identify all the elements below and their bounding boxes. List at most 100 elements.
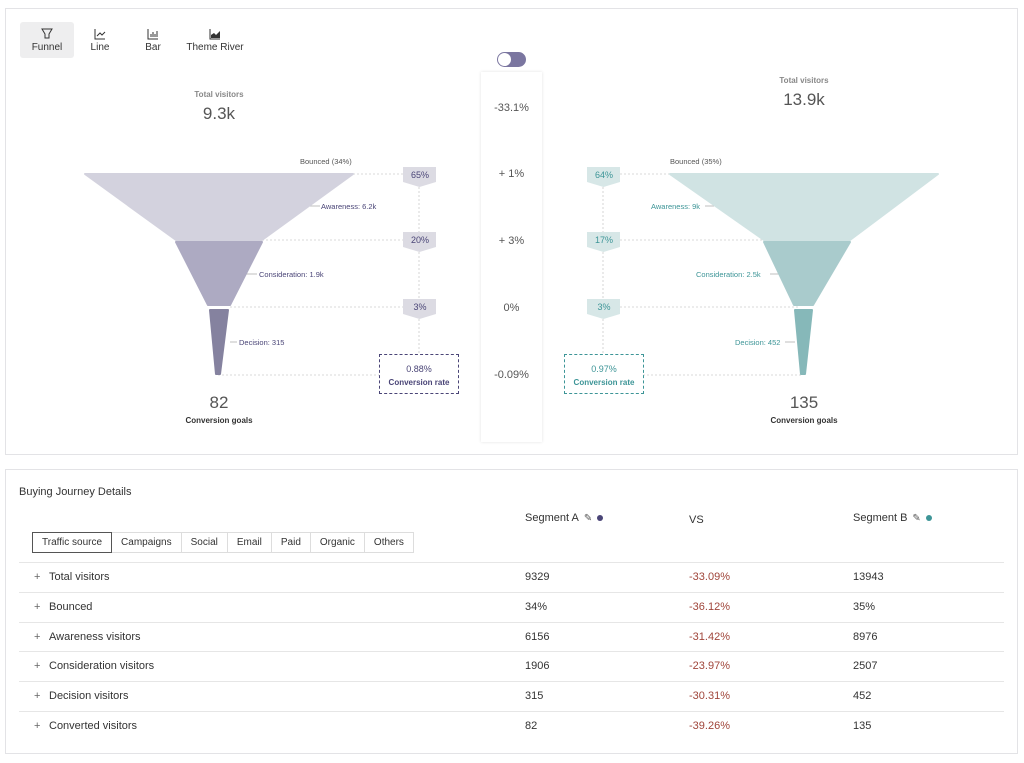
tab-theme-river[interactable]: Theme River [184, 22, 246, 58]
row-label: Converted visitors [49, 720, 138, 732]
conversion-rate-box: 0.88% Conversion rate [379, 354, 459, 394]
filter-campaigns[interactable]: Campaigns [112, 532, 182, 553]
table-row[interactable]: + Total visitors 9329 -33.09% 13943 [19, 562, 1004, 592]
funnel-graphics [84, 167, 939, 376]
row-label: Awareness visitors [49, 630, 141, 643]
funnel-b-decision [794, 309, 813, 375]
conversion-rate-box: 0.97% Conversion rate [564, 354, 644, 394]
drop-badge: 17% [594, 235, 613, 245]
segment-a-value: 315 [525, 690, 544, 703]
tab-bar[interactable]: Bar [126, 22, 180, 58]
drop-badge: 20% [410, 235, 429, 245]
toggle-knob [498, 53, 511, 66]
stage-label: Decision: 315 [239, 338, 285, 347]
comparison-value: + 3% [498, 235, 525, 247]
row-label: Decision visitors [49, 690, 129, 703]
conversion-goals-value: 82 [209, 393, 229, 412]
segment-a-header: Segment A ✎ [525, 512, 604, 524]
conversion-rate-label: Conversion rate [573, 378, 635, 387]
tab-label: Funnel [31, 42, 63, 53]
bounced-label: Bounced (35%) [670, 157, 722, 166]
expand-icon[interactable]: + [34, 630, 41, 643]
stage-label: Awareness: 9k [651, 202, 701, 211]
filter-others[interactable]: Others [364, 532, 414, 553]
line-chart-icon [94, 29, 106, 40]
funnel-a-consideration [175, 241, 263, 306]
vs-header: VS [689, 514, 704, 526]
segment-b-value: 452 [853, 690, 872, 703]
total-visitors-value: 13.9k [783, 90, 825, 109]
edit-icon[interactable]: ✎ [912, 512, 921, 524]
segment-a-value: 9329 [525, 571, 550, 583]
filter-traffic-source[interactable]: Traffic source [32, 532, 113, 553]
segment-b-value: 35% [853, 600, 876, 613]
segment-a-value: 34% [525, 600, 548, 613]
tab-label: Theme River [186, 42, 244, 53]
table-row[interactable]: + Converted visitors 82 -39.26% 135 [19, 711, 1004, 741]
funnel-a-decision [209, 309, 229, 375]
bounced-label: Bounced (34%) [300, 157, 352, 166]
tab-funnel[interactable]: Funnel [20, 22, 74, 58]
table-row[interactable]: + Consideration visitors 1906 -23.97% 25… [19, 651, 1004, 681]
conversion-goals-value: 135 [789, 393, 819, 412]
bar-chart-icon [147, 29, 158, 40]
expand-icon[interactable]: + [34, 660, 41, 673]
stage-label: Decision: 452 [735, 338, 781, 347]
segment-b-header: Segment B ✎ [853, 512, 932, 524]
vs-value: -31.42% [689, 630, 730, 643]
drop-badge: 65% [410, 170, 429, 180]
expand-icon[interactable]: + [34, 690, 41, 703]
vs-value: -36.12% [689, 600, 730, 613]
segment-b-value: 2507 [853, 660, 878, 673]
conversion-goals-label: Conversion goals [185, 416, 253, 425]
filter-paid[interactable]: Paid [271, 532, 311, 553]
segment-b-value: 13943 [853, 571, 884, 583]
comparison-value: 0% [503, 302, 520, 314]
table-row[interactable]: + Awareness visitors 6156 -31.42% 8976 [19, 621, 1004, 652]
total-visitors-value: 9.3k [202, 104, 236, 123]
expand-icon[interactable]: + [34, 720, 41, 732]
total-visitors-label: Total visitors [779, 76, 829, 85]
row-label: Bounced [49, 600, 93, 613]
compare-toggle[interactable] [497, 52, 526, 67]
vs-value: -23.97% [689, 660, 730, 673]
conversion-rate-value: 0.97% [591, 364, 617, 374]
vs-value: -39.26% [689, 720, 730, 732]
comparison-value: -0.09% [494, 369, 529, 381]
segment-a-label: Segment A [525, 512, 579, 524]
segment-a-value: 6156 [525, 630, 550, 643]
tab-line[interactable]: Line [73, 22, 127, 58]
tab-label: Line [90, 42, 110, 53]
row-label: Consideration visitors [49, 660, 155, 673]
buying-journey-card [5, 469, 1018, 754]
filter-email[interactable]: Email [227, 532, 272, 553]
funnel-a-awareness [84, 173, 354, 241]
stage-label: Awareness: 6.2k [321, 202, 377, 211]
segment-a-value: 1906 [525, 660, 550, 673]
drop-badge: 3% [413, 302, 427, 312]
funnel-icon [41, 28, 53, 39]
area-chart-icon [209, 29, 220, 40]
comparison-value: + 1% [498, 168, 525, 180]
expand-icon[interactable]: + [34, 600, 41, 613]
vs-value: -30.31% [689, 690, 730, 703]
filter-social[interactable]: Social [181, 532, 228, 553]
segment-b-label: Segment B [853, 512, 908, 524]
table-row[interactable]: + Decision visitors 315 -30.31% 452 [19, 681, 1004, 711]
row-label: Total visitors [49, 571, 110, 583]
table-row[interactable]: + Bounced 34% -36.12% 35% [19, 591, 1004, 622]
vs-value: -33.09% [689, 571, 730, 583]
stage-label: Consideration: 2.5k [696, 270, 761, 279]
expand-icon[interactable]: + [34, 571, 41, 583]
funnel-b-awareness [669, 173, 939, 241]
comparison-value: -33.1% [494, 102, 529, 114]
drop-badge: 64% [594, 170, 613, 180]
filter-tabs: Traffic source Campaigns Social Email Pa… [32, 532, 414, 553]
section-title: Buying Journey Details [19, 486, 132, 498]
conversion-rate-label: Conversion rate [388, 378, 450, 387]
edit-icon[interactable]: ✎ [583, 512, 593, 524]
filter-organic[interactable]: Organic [310, 532, 365, 553]
segment-b-value: 8976 [853, 630, 878, 643]
segment-a-value: 82 [525, 720, 538, 732]
stage-label: Consideration: 1.9k [259, 270, 324, 279]
